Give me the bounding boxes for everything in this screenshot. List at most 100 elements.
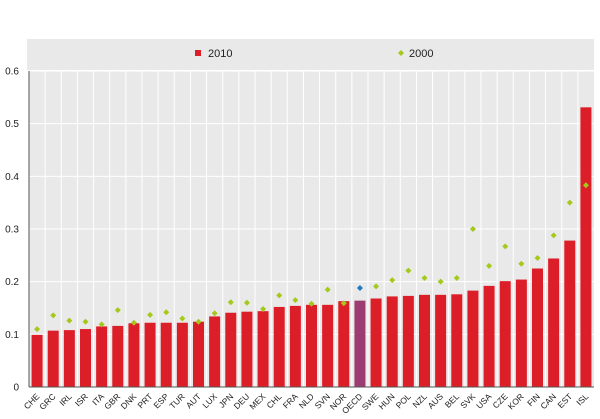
y-tick-label: 0.3 xyxy=(5,225,19,236)
marker-2000-mex xyxy=(260,306,267,313)
marker-2000-aut xyxy=(195,318,202,325)
marker-2000-jpn xyxy=(227,299,234,306)
marker-2000-ita xyxy=(98,321,105,328)
x-tick-label: HUN xyxy=(377,391,397,411)
bar-2010-che xyxy=(31,334,43,387)
x-tick-label: PRT xyxy=(135,391,154,410)
marker-2000-irl xyxy=(66,317,73,324)
marker-2000-usa xyxy=(486,262,493,269)
bar-2010-nor xyxy=(338,301,350,387)
marker-2000-lux xyxy=(211,310,218,317)
marker-2000-hun xyxy=(389,277,396,284)
y-tick-label: 0 xyxy=(13,383,19,394)
bar-2010-isl xyxy=(580,107,592,387)
bar-2010-prt xyxy=(144,322,156,387)
x-tick-label: DEU xyxy=(232,391,252,411)
bar-2010-mex xyxy=(257,311,269,387)
bar-2010-deu xyxy=(241,311,253,387)
x-tick-label: GRC xyxy=(37,391,57,411)
marker-2000-esp xyxy=(163,309,170,316)
legend-swatch-2010 xyxy=(195,50,201,56)
bar-2010-svk xyxy=(467,290,479,387)
x-tick-label: ISR xyxy=(73,391,90,408)
x-tick-label: CZE xyxy=(491,391,510,410)
x-tick-label: DNK xyxy=(119,391,139,411)
bar-2010-can xyxy=(548,258,560,387)
bar-2010-isr xyxy=(80,329,91,387)
x-tick-label: BEL xyxy=(443,391,462,410)
legend: 2010 2000 xyxy=(195,48,433,60)
x-tick-label: CHE xyxy=(22,391,42,411)
marker-2000-gbr xyxy=(114,307,121,314)
bar-2010-ita xyxy=(96,326,108,387)
bar-2010-nzl xyxy=(419,294,430,387)
bar-2010-fin xyxy=(532,268,543,387)
bar-2010-jpn xyxy=(225,312,237,387)
x-tick-label: CHL xyxy=(265,391,284,410)
bar-2010-hun xyxy=(386,296,398,387)
marker-2000-dnk xyxy=(130,319,137,326)
bar-2010-aus xyxy=(435,294,447,387)
marker-2000-est xyxy=(566,199,573,206)
bar-2010-swe xyxy=(370,298,382,387)
marker-2000-swe xyxy=(373,283,380,290)
bar-2010-irl xyxy=(63,330,75,387)
legend-band xyxy=(27,39,594,70)
marker-2000-fra xyxy=(292,297,299,304)
bar-2010-chl xyxy=(273,306,285,387)
x-tick-label: JPN xyxy=(217,391,235,409)
y-tick-label: 0.2 xyxy=(5,277,19,288)
x-tick-label: EST xyxy=(555,391,574,410)
x-tick-label: USA xyxy=(474,391,494,411)
y-tick-label: 0.1 xyxy=(5,330,19,341)
marker-2000-prt xyxy=(147,311,154,318)
marker-2000-bel xyxy=(453,274,460,281)
bar-2010-usa xyxy=(483,285,495,387)
marker-2000-nld xyxy=(308,300,315,307)
x-tick-label: LUX xyxy=(200,391,219,410)
marker-2000-aus xyxy=(437,278,444,285)
marker-2000-cze xyxy=(502,243,509,250)
bar-2010-tur xyxy=(176,322,188,387)
y-tick-label: 0.6 xyxy=(5,67,19,78)
marker-2000-nzl xyxy=(421,274,428,281)
bar-2010-gbr xyxy=(112,325,124,387)
legend-label-2010: 2010 xyxy=(208,48,232,60)
marker-2000-isr xyxy=(82,318,89,325)
bar-2010-bel xyxy=(451,294,463,387)
x-tick-label: AUS xyxy=(426,391,446,411)
y-tick-label: 0.4 xyxy=(5,172,19,183)
marker-2000-svk xyxy=(469,226,476,232)
x-tick-label: NLD xyxy=(297,391,316,410)
x-tick-label: IRL xyxy=(57,391,74,408)
x-tick-label: SVN xyxy=(313,391,332,410)
marker-2000-che xyxy=(34,326,41,333)
x-tick-label: POL xyxy=(394,391,413,410)
y-tick-label: 0.5 xyxy=(5,119,19,130)
x-tick-label: ISL xyxy=(574,391,590,407)
x-tick-label: MEX xyxy=(247,391,267,411)
marker-2000-kor xyxy=(518,260,525,267)
x-tick-label: AUT xyxy=(184,391,203,410)
bar-2010-dnk xyxy=(128,323,140,387)
bar-2010-aut xyxy=(193,321,204,387)
x-tick-label: NZL xyxy=(410,391,429,410)
bar-2010-oecd xyxy=(354,300,366,387)
x-tick-label: FRA xyxy=(281,391,300,410)
x-tick-label: KOR xyxy=(506,391,526,411)
legend-marker-2000 xyxy=(398,50,404,56)
bar-2010-fra xyxy=(289,305,301,387)
bar-2010-cze xyxy=(499,281,511,387)
bar-2010-esp xyxy=(160,322,172,387)
bar-2010-pol xyxy=(402,295,414,387)
x-tick-label: SVK xyxy=(458,391,477,410)
marker-2000-oecd xyxy=(356,284,363,291)
bar-2010-grc xyxy=(47,330,59,387)
x-tick-label: GBR xyxy=(102,391,122,411)
x-tick-label: TUR xyxy=(167,391,186,410)
marker-2000-fin xyxy=(534,254,541,261)
legend-label-2000: 2000 xyxy=(409,48,433,60)
x-tick-label: CAN xyxy=(538,391,558,411)
marker-2000-svn xyxy=(324,286,331,293)
